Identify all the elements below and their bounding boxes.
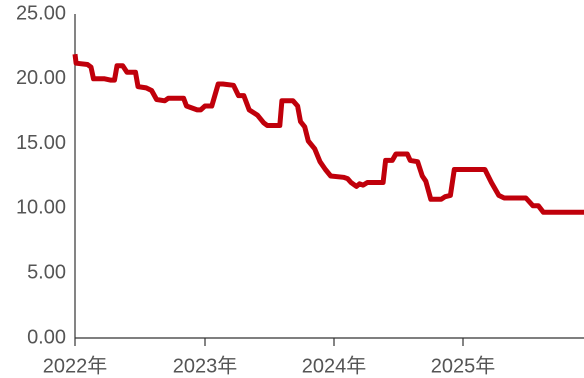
series-line-0 [75,54,584,212]
x-tick-label-1: 2023年 [173,354,238,377]
x-tick-label-2: 2024年 [302,354,367,377]
series-layer [75,54,584,212]
y-tick-label-5: 25.00 [16,2,66,24]
x-tick-label-0: 2022年 [43,354,108,377]
y-tick-label-3: 15.00 [16,132,66,154]
y-tick-label-0: 0.00 [27,326,66,348]
y-tick-label-4: 20.00 [16,67,66,89]
y-tick-label-1: 5.00 [27,261,66,283]
y-axis: 0.00 5.00 10.00 15.00 20.00 25.00 [16,2,75,348]
x-axis: 2022年 2023年 2024年 2025年 [43,338,584,377]
y-tick-label-2: 10.00 [16,197,66,219]
x-tick-label-3: 2025年 [431,354,496,377]
